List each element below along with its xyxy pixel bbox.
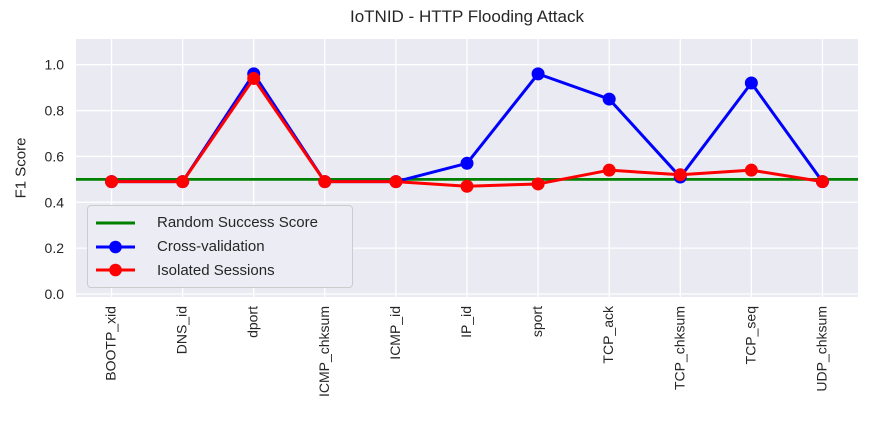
x-tick-label: TCP_seq xyxy=(742,306,758,364)
y-tick-label: 0.2 xyxy=(45,240,65,256)
y-tick-label: 0.0 xyxy=(45,286,65,302)
cross-validation-marker xyxy=(602,92,616,106)
x-tick-label: TCP_ack xyxy=(600,305,616,364)
isolated-sessions-marker xyxy=(744,163,758,177)
isolated-sessions-marker xyxy=(531,177,545,191)
x-tick-label: IP_id xyxy=(458,306,474,338)
isolated-sessions-marker xyxy=(105,175,119,189)
isolated-sessions-marker xyxy=(247,71,261,85)
x-tick-label: sport xyxy=(529,306,545,337)
legend-item-cross-validation: Cross-validation xyxy=(95,235,344,259)
x-tick-label: DNS_id xyxy=(174,306,190,354)
x-tick-label: BOOTP_xid xyxy=(103,306,119,381)
isolated-sessions-marker xyxy=(602,163,616,177)
cross-validation-legend-marker xyxy=(109,240,122,253)
x-tick-label: ICMP_id xyxy=(387,306,403,360)
legend: Random Success Score Cross-validation Isol… xyxy=(87,205,353,288)
legend-item-isolated-sessions: Isolated Sessions xyxy=(95,258,344,282)
legend-swatch-random-success-score xyxy=(96,221,135,225)
x-tick-label: dport xyxy=(245,306,261,338)
x-tick-label: UDP_chksum xyxy=(813,306,829,392)
isolated-sessions-marker xyxy=(389,175,403,189)
legend-item-random-success-score: Random Success Score xyxy=(95,211,344,235)
legend-label-cross-validation: Cross-validation xyxy=(157,238,265,255)
chart-title: IoTNID - HTTP Flooding Attack xyxy=(350,7,584,26)
isolated-sessions-marker xyxy=(318,175,332,189)
isolated-sessions-marker xyxy=(460,179,474,193)
isolated-sessions-marker xyxy=(673,168,687,182)
x-tick-label: TCP_chksum xyxy=(671,306,687,390)
y-tick-label: 1.0 xyxy=(45,57,65,73)
isolated-sessions-marker xyxy=(176,175,190,189)
legend-label-random-success-score: Random Success Score xyxy=(157,214,318,232)
legend-swatch-isolated-sessions xyxy=(96,263,135,277)
legend-swatch-cross-validation xyxy=(96,240,135,253)
legend-label-isolated-sessions: Isolated Sessions xyxy=(157,261,275,279)
y-tick-label: 0.8 xyxy=(45,103,65,119)
x-tick-label: ICMP_chksum xyxy=(316,306,332,397)
cross-validation-marker xyxy=(460,156,474,170)
isolated-sessions-marker xyxy=(815,175,829,189)
cross-validation-marker xyxy=(531,67,545,81)
y-tick-label: 0.6 xyxy=(45,148,65,164)
y-tick-label: 0.4 xyxy=(45,194,65,210)
cross-validation-marker xyxy=(744,76,758,90)
isolated-sessions-legend-marker xyxy=(109,263,122,277)
